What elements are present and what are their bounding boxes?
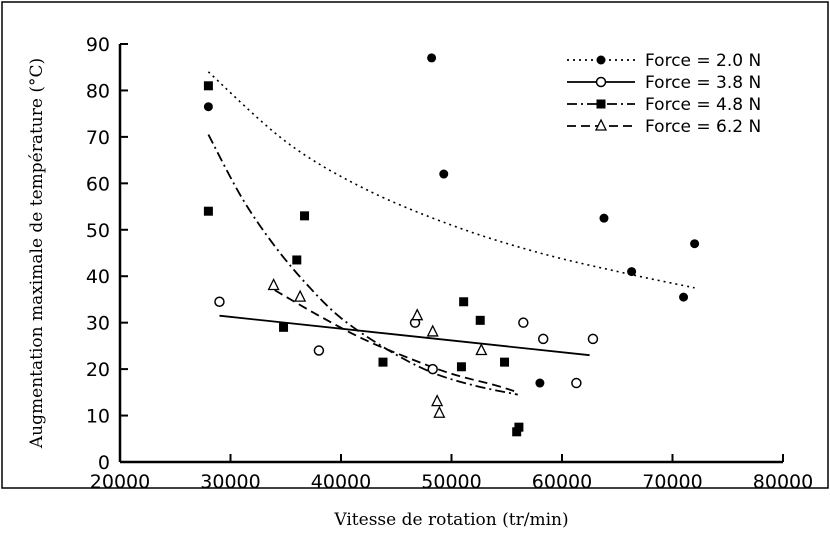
x-tick-label: 80000 [753, 471, 813, 493]
data-point-series-1 [535, 378, 545, 388]
legend-marker-series-2 [595, 76, 607, 88]
trend-line-series-4 [274, 289, 519, 394]
y-tick-label: 50 [86, 220, 110, 242]
figure-border [1, 1, 829, 489]
data-point-series-1 [427, 53, 437, 63]
data-point-series-4 [267, 278, 280, 291]
y-tick-label: 0 [98, 452, 110, 474]
trend-line-series-2 [219, 314, 590, 357]
data-point-series-4 [431, 394, 444, 407]
data-points [203, 53, 700, 437]
data-point-series-3 [300, 211, 310, 221]
data-point-series-3 [378, 357, 388, 367]
data-point-series-4 [294, 289, 307, 302]
data-point-series-1 [627, 267, 637, 277]
x-tick-label: 70000 [642, 471, 702, 493]
data-point-series-1 [439, 169, 449, 179]
data-point-series-4 [426, 324, 439, 337]
data-point-series-2 [427, 363, 438, 375]
data-point-series-3 [279, 322, 289, 332]
data-point-series-3 [514, 422, 524, 432]
x-tick-label: 40000 [311, 471, 371, 493]
data-point-series-4 [433, 405, 446, 418]
trend-lines [207, 71, 695, 396]
data-point-series-1 [203, 102, 213, 112]
legend-marker-series-3 [596, 99, 606, 109]
tick-labels: 0 10 20 30 40 50 60 70 80 90 20000 30000 40000 50000 6… [86, 34, 813, 493]
x-tick-label: 60000 [532, 471, 592, 493]
data-point-series-1 [690, 239, 700, 249]
data-point-series-3 [203, 81, 213, 91]
data-point-series-3 [292, 255, 302, 265]
data-point-series-1 [599, 213, 609, 223]
y-tick-label: 20 [86, 359, 110, 381]
y-tick-label: 70 [86, 127, 110, 149]
legend-marker-series-4 [594, 118, 608, 131]
data-point-series-2 [313, 345, 325, 356]
data-point-series-2 [537, 333, 549, 345]
y-tick-label: 60 [86, 173, 110, 195]
y-axis-title: Augmentation maximale de température (°C… [27, 58, 47, 449]
data-point-series-3 [512, 427, 522, 437]
legend-label-series-2: Force = 3.8 N [645, 73, 761, 93]
data-point-series-4 [475, 343, 488, 356]
legend-label-series-4: Force = 6.2 N [645, 117, 761, 137]
y-tick-label: 80 [86, 80, 110, 102]
data-point-series-3 [500, 357, 510, 367]
data-point-series-2 [571, 377, 582, 389]
y-tick-label: 10 [86, 406, 110, 428]
legend-marker-series-1 [596, 55, 606, 65]
x-tick-label: 50000 [421, 471, 481, 493]
trend-line-series-3 [207, 134, 518, 396]
data-point-series-3 [475, 315, 485, 325]
y-tick-label: 30 [86, 313, 110, 335]
axes [118, 43, 784, 464]
data-point-series-2 [587, 333, 599, 345]
x-tick-label: 20000 [90, 471, 150, 493]
y-tick-label: 40 [86, 266, 110, 288]
data-point-series-1 [679, 292, 689, 302]
x-axis-title: Vitesse de rotation (tr/min) [333, 510, 568, 530]
data-point-series-3 [456, 362, 466, 372]
data-point-series-2 [214, 296, 225, 308]
x-tick-label: 30000 [200, 471, 260, 493]
legend-label-series-1: Force = 2.0 N [645, 51, 761, 71]
data-point-series-2 [518, 317, 529, 328]
legend-label-series-3: Force = 4.8 N [645, 95, 761, 115]
data-point-series-3 [203, 206, 213, 216]
y-tick-label: 90 [86, 34, 110, 56]
figure-frame [1, 1, 829, 489]
data-point-series-4 [411, 308, 424, 321]
data-point-series-3 [459, 297, 469, 307]
